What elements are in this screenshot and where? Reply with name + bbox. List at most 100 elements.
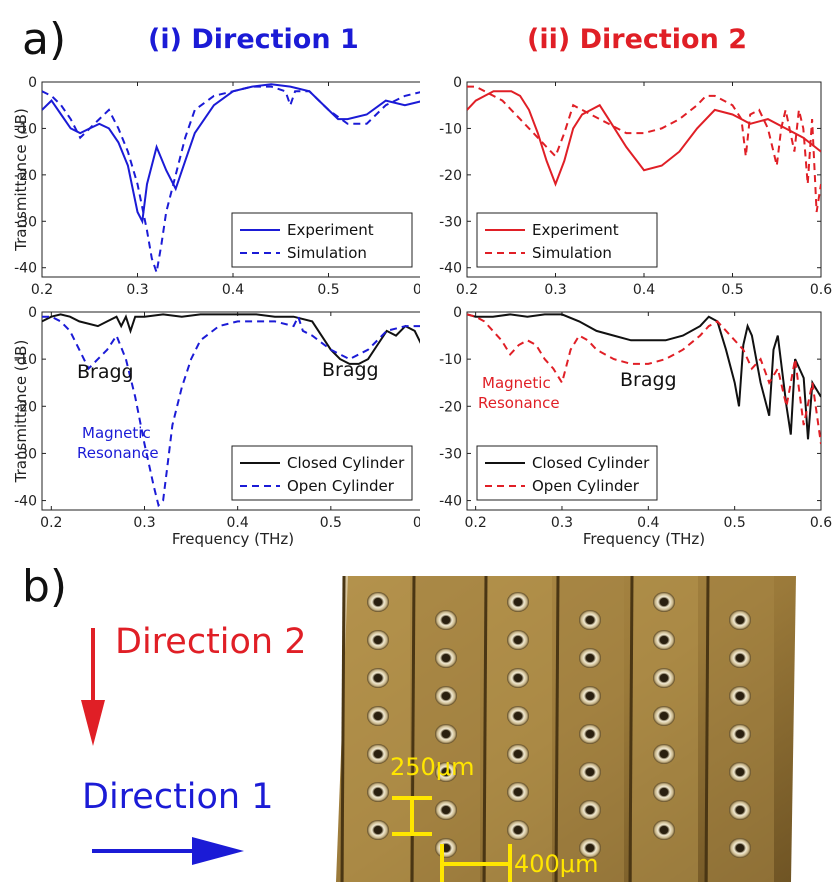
series-line-open-cylinder xyxy=(42,314,420,508)
legend-box xyxy=(231,212,413,268)
y-tick-label: -10 xyxy=(439,121,462,137)
y-axis-label: Transmittance (dB) xyxy=(12,340,30,484)
column-title-direction-2: (ii) Direction 2 xyxy=(527,24,748,55)
x-tick-label: 0.6 xyxy=(810,515,832,531)
cylinder-core xyxy=(374,674,382,682)
legend-entry: Simulation xyxy=(287,244,367,262)
chart-annotation: Magnetic xyxy=(482,374,551,392)
x-tick-label: 0.4 xyxy=(637,515,659,531)
cylinder-core xyxy=(442,806,450,814)
cylinder-core xyxy=(374,826,382,834)
x-tick-label: 0.5 xyxy=(317,282,339,298)
cylinder-core xyxy=(586,692,594,700)
cylinder-core xyxy=(374,750,382,758)
x-tick-label: 0.4 xyxy=(227,515,249,531)
chart-bottom-left: 0.2 0.3 0.4 0.5 0.6 0 -10 -20 -30 -40 Transmittanc… xyxy=(12,305,420,548)
cylinder-core xyxy=(442,654,450,662)
x-tick-label: 0.2 xyxy=(456,282,478,298)
y-tick-label: -40 xyxy=(14,494,37,510)
x-tick-label: 0.6 xyxy=(413,515,420,531)
column-title-direction-1: (i) Direction 1 xyxy=(148,24,359,55)
cylinder-core xyxy=(586,616,594,624)
strip-boundary xyxy=(704,576,710,882)
legend-entry: Open Cylinder xyxy=(532,477,640,495)
x-tick-label: 0.4 xyxy=(222,282,244,298)
direction-1-arrow xyxy=(92,837,244,865)
cylinder-core xyxy=(586,654,594,662)
legend: Closed Cylinder Open Cylinder xyxy=(476,445,658,501)
cylinder-core xyxy=(586,730,594,738)
cylinder-core xyxy=(660,826,668,834)
y-tick-label: -20 xyxy=(439,168,462,184)
cylinder-core xyxy=(660,636,668,644)
y-tick-label: -20 xyxy=(439,399,462,415)
x-tick-label: 0.5 xyxy=(724,515,746,531)
legend-entry: Closed Cylinder xyxy=(287,454,405,472)
y-tick-label: -30 xyxy=(439,446,462,462)
scale-bar-250um: 250μm xyxy=(390,753,475,781)
x-tick-label: 0.3 xyxy=(133,515,155,531)
cylinder-core xyxy=(736,768,744,776)
panel-b-label: b) xyxy=(22,561,68,612)
series-line-closed-cylinder xyxy=(42,313,420,365)
x-tick-label: 0.2 xyxy=(40,515,62,531)
strip-boundary xyxy=(410,576,416,882)
legend-box xyxy=(476,212,658,268)
cylinder-core xyxy=(736,616,744,624)
x-tick-label: 0.5 xyxy=(721,282,743,298)
x-tick-label: 0.2 xyxy=(31,282,53,298)
legend-entry: Experiment xyxy=(287,221,374,239)
cylinder-core xyxy=(442,616,450,624)
cylinder-core xyxy=(660,674,668,682)
y-tick-label: -30 xyxy=(14,214,37,230)
x-axis-label: Frequency (THz) xyxy=(172,530,294,548)
strip-boundary xyxy=(628,576,634,882)
legend-box xyxy=(231,445,413,501)
chart-annotation: Bragg xyxy=(77,361,134,383)
legend: Experiment Simulation xyxy=(476,212,658,268)
chart-top-right: 0.2 0.3 0.4 0.5 0.6 0 -10 -20 -30 -40 Experiment Si… xyxy=(439,75,832,298)
cylinder-core xyxy=(374,712,382,720)
cylinder-core xyxy=(586,844,594,852)
x-axis-label: Frequency (THz) xyxy=(583,530,705,548)
cylinder-core xyxy=(442,768,450,776)
sample-micrograph xyxy=(336,576,796,882)
chart-top-left: 0.2 0.3 0.4 0.5 0.6 0 -10 -20 -30 -40 Transmittanc… xyxy=(12,75,420,298)
strip-boundary xyxy=(554,576,560,882)
cylinder-core xyxy=(514,674,522,682)
y-tick-label: -30 xyxy=(439,214,462,230)
strip-boundary xyxy=(482,576,488,882)
cylinder-core xyxy=(374,636,382,644)
cylinder-core xyxy=(660,598,668,606)
y-tick-label: -10 xyxy=(14,121,37,137)
cylinder-core xyxy=(374,598,382,606)
direction-1-label: Direction 1 xyxy=(82,777,274,817)
legend-entry: Simulation xyxy=(532,244,612,262)
cylinder-core xyxy=(442,730,450,738)
cylinder-core xyxy=(736,654,744,662)
x-tick-label: 0.3 xyxy=(126,282,148,298)
panel-a-label: a) xyxy=(22,14,67,65)
scale-bar-400um: 400μm xyxy=(514,850,599,878)
cylinder-core xyxy=(586,806,594,814)
chart-bottom-right: 0.2 0.3 0.4 0.5 0.6 0 -10 -20 -30 -40 Frequency (T… xyxy=(439,305,832,548)
cylinder-core xyxy=(736,692,744,700)
legend: Closed Cylinder Open Cylinder xyxy=(231,445,413,501)
y-tick-label: 0 xyxy=(28,75,37,91)
legend-entry: Closed Cylinder xyxy=(532,454,650,472)
cylinder-core xyxy=(514,636,522,644)
y-tick-label: -20 xyxy=(14,399,37,415)
y-tick-label: -40 xyxy=(439,261,462,277)
cylinder-core xyxy=(586,768,594,776)
y-tick-label: 0 xyxy=(453,75,462,91)
legend-box xyxy=(476,445,658,501)
cylinder-core xyxy=(442,692,450,700)
y-tick-label: -40 xyxy=(14,261,37,277)
direction-2-arrow xyxy=(81,628,105,746)
chart-annotation: Bragg xyxy=(322,359,379,381)
x-tick-label: 0.2 xyxy=(465,515,487,531)
x-tick-label: 0.6 xyxy=(810,282,832,298)
y-tick-label: -40 xyxy=(439,494,462,510)
x-tick-label: 0.6 xyxy=(413,282,420,298)
chart-annotation: Resonance xyxy=(77,444,159,462)
